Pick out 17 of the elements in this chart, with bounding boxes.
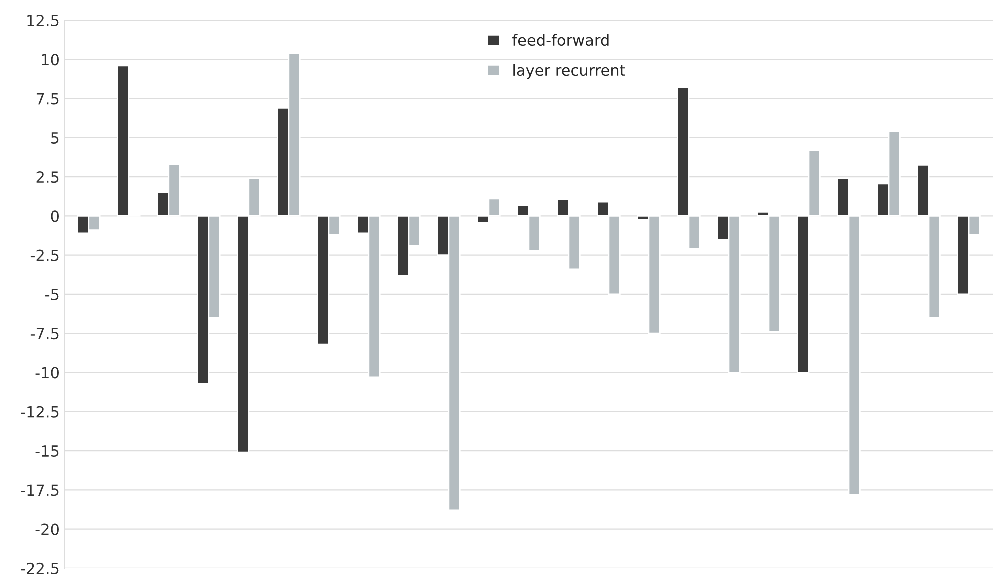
y-tick-label: 7.5 xyxy=(36,93,59,105)
y-tick-label: 12.5 xyxy=(28,14,59,27)
legend-label: layer recurrent xyxy=(514,64,626,80)
y-tick-label: 2.5 xyxy=(36,172,59,184)
y-tick-label: 0 xyxy=(51,210,59,222)
y-tick-label: -10 xyxy=(36,367,59,379)
y-tick-label: -7.5 xyxy=(30,328,59,340)
y-tick-label: 5 xyxy=(51,132,59,144)
y-tick-label: -2.5 xyxy=(30,250,59,262)
y-tick-label: -5 xyxy=(46,289,59,300)
y-tick-label: 10 xyxy=(42,54,59,66)
legend-label: feed-forward xyxy=(512,34,609,46)
y-tick-label: -12.5 xyxy=(21,406,59,418)
y-tick-label: -22.5 xyxy=(21,562,59,574)
y-tick-label: -17.5 xyxy=(21,484,59,496)
y-tick-label: -15 xyxy=(36,446,59,458)
y-tick-label: -20 xyxy=(36,524,59,536)
